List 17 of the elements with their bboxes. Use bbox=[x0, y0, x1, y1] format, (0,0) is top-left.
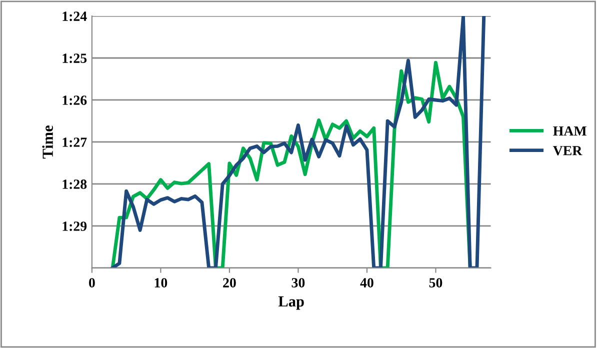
line-series bbox=[110, 16, 486, 268]
x-tick-label: 30 bbox=[292, 278, 305, 288]
y-tick-label: 1:28 bbox=[62, 180, 87, 189]
x-tick-label: 20 bbox=[223, 278, 236, 288]
y-tick-label: 1:25 bbox=[62, 54, 87, 64]
y-tick-label: 1:26 bbox=[62, 96, 87, 106]
x-tick-label: 0 bbox=[88, 278, 95, 288]
y-tick-label: 1:24 bbox=[62, 12, 87, 22]
y-axis-title: Time bbox=[42, 126, 53, 159]
x-tick-label: 10 bbox=[154, 278, 168, 288]
x-axis-title: Lap bbox=[278, 296, 304, 310]
legend-label: HAM bbox=[553, 126, 586, 136]
y-tick-label: 1:27 bbox=[62, 138, 87, 147]
x-tick-label: 40 bbox=[360, 278, 374, 288]
y-tick-label: 1:29 bbox=[62, 222, 87, 231]
legend-label: VER bbox=[553, 146, 582, 156]
x-tick-label: 50 bbox=[429, 278, 442, 288]
